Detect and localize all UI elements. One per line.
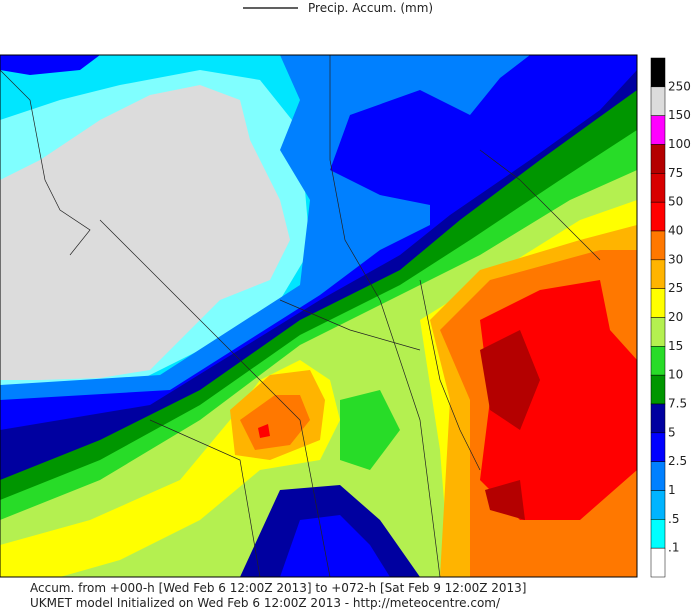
colorbar-segment <box>650 374 666 405</box>
colorbar-label: 75 <box>668 166 683 180</box>
colorbar-segment <box>650 230 666 261</box>
colorbar-label: 2.5 <box>668 454 687 468</box>
colorbar-label: 5 <box>668 425 676 439</box>
colorbar-label: .5 <box>668 512 679 526</box>
colorbar-label: 15 <box>668 339 683 353</box>
colorbar-segment <box>650 490 666 520</box>
colorbar-segment <box>650 403 666 434</box>
colorbar-segment <box>650 115 666 145</box>
colorbar-label: 20 <box>668 310 683 324</box>
colorbar-label: 7.5 <box>668 397 687 411</box>
colorbar-segment <box>650 317 666 347</box>
colorbar-segment <box>650 173 666 203</box>
colorbar-label: 50 <box>668 195 683 209</box>
colorbar-segment <box>650 57 666 88</box>
colorbar-segment <box>650 547 666 578</box>
colorbar-label: 40 <box>668 224 683 238</box>
footer-line-2: UKMET model Initialized on Wed Feb 6 12:… <box>30 596 501 610</box>
colorbar-label: .1 <box>668 541 679 555</box>
colorbar-segment <box>650 144 666 174</box>
colorbar-label: 25 <box>668 281 683 295</box>
colorbar-label: 250 <box>668 79 691 93</box>
colorbar-label: 1 <box>668 483 676 497</box>
colorbar: 250 150 100 75 50 40 30 25 20 15 10 7.5 5 2.5 1 .5 .1 <box>650 57 691 578</box>
colorbar-segment <box>650 346 666 376</box>
colorbar-segment <box>650 259 666 289</box>
footer-line-1: Accum. from +000-h [Wed Feb 6 12:00Z 201… <box>30 581 526 595</box>
colorbar-segment <box>650 432 666 462</box>
colorbar-segment <box>650 288 666 318</box>
colorbar-segment <box>650 86 666 116</box>
legend-title: Precip. Accum. (mm) <box>308 1 433 15</box>
colorbar-label: 150 <box>668 108 691 122</box>
colorbar-label: 10 <box>668 368 683 382</box>
map <box>0 54 638 578</box>
colorbar-segment <box>650 519 666 549</box>
colorbar-segment <box>650 201 666 232</box>
colorbar-label: 30 <box>668 252 683 266</box>
colorbar-label: 100 <box>668 137 691 151</box>
colorbar-segment <box>650 461 666 491</box>
